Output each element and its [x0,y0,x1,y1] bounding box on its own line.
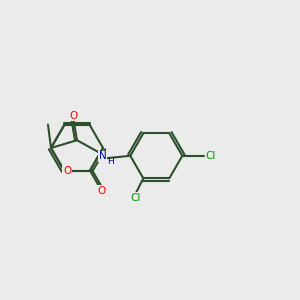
Text: Cl: Cl [130,193,141,203]
Text: N: N [98,151,106,161]
Text: Cl: Cl [205,151,216,161]
Text: H: H [107,157,114,166]
Text: O: O [63,166,71,176]
Text: O: O [97,186,105,196]
Text: O: O [69,111,77,121]
